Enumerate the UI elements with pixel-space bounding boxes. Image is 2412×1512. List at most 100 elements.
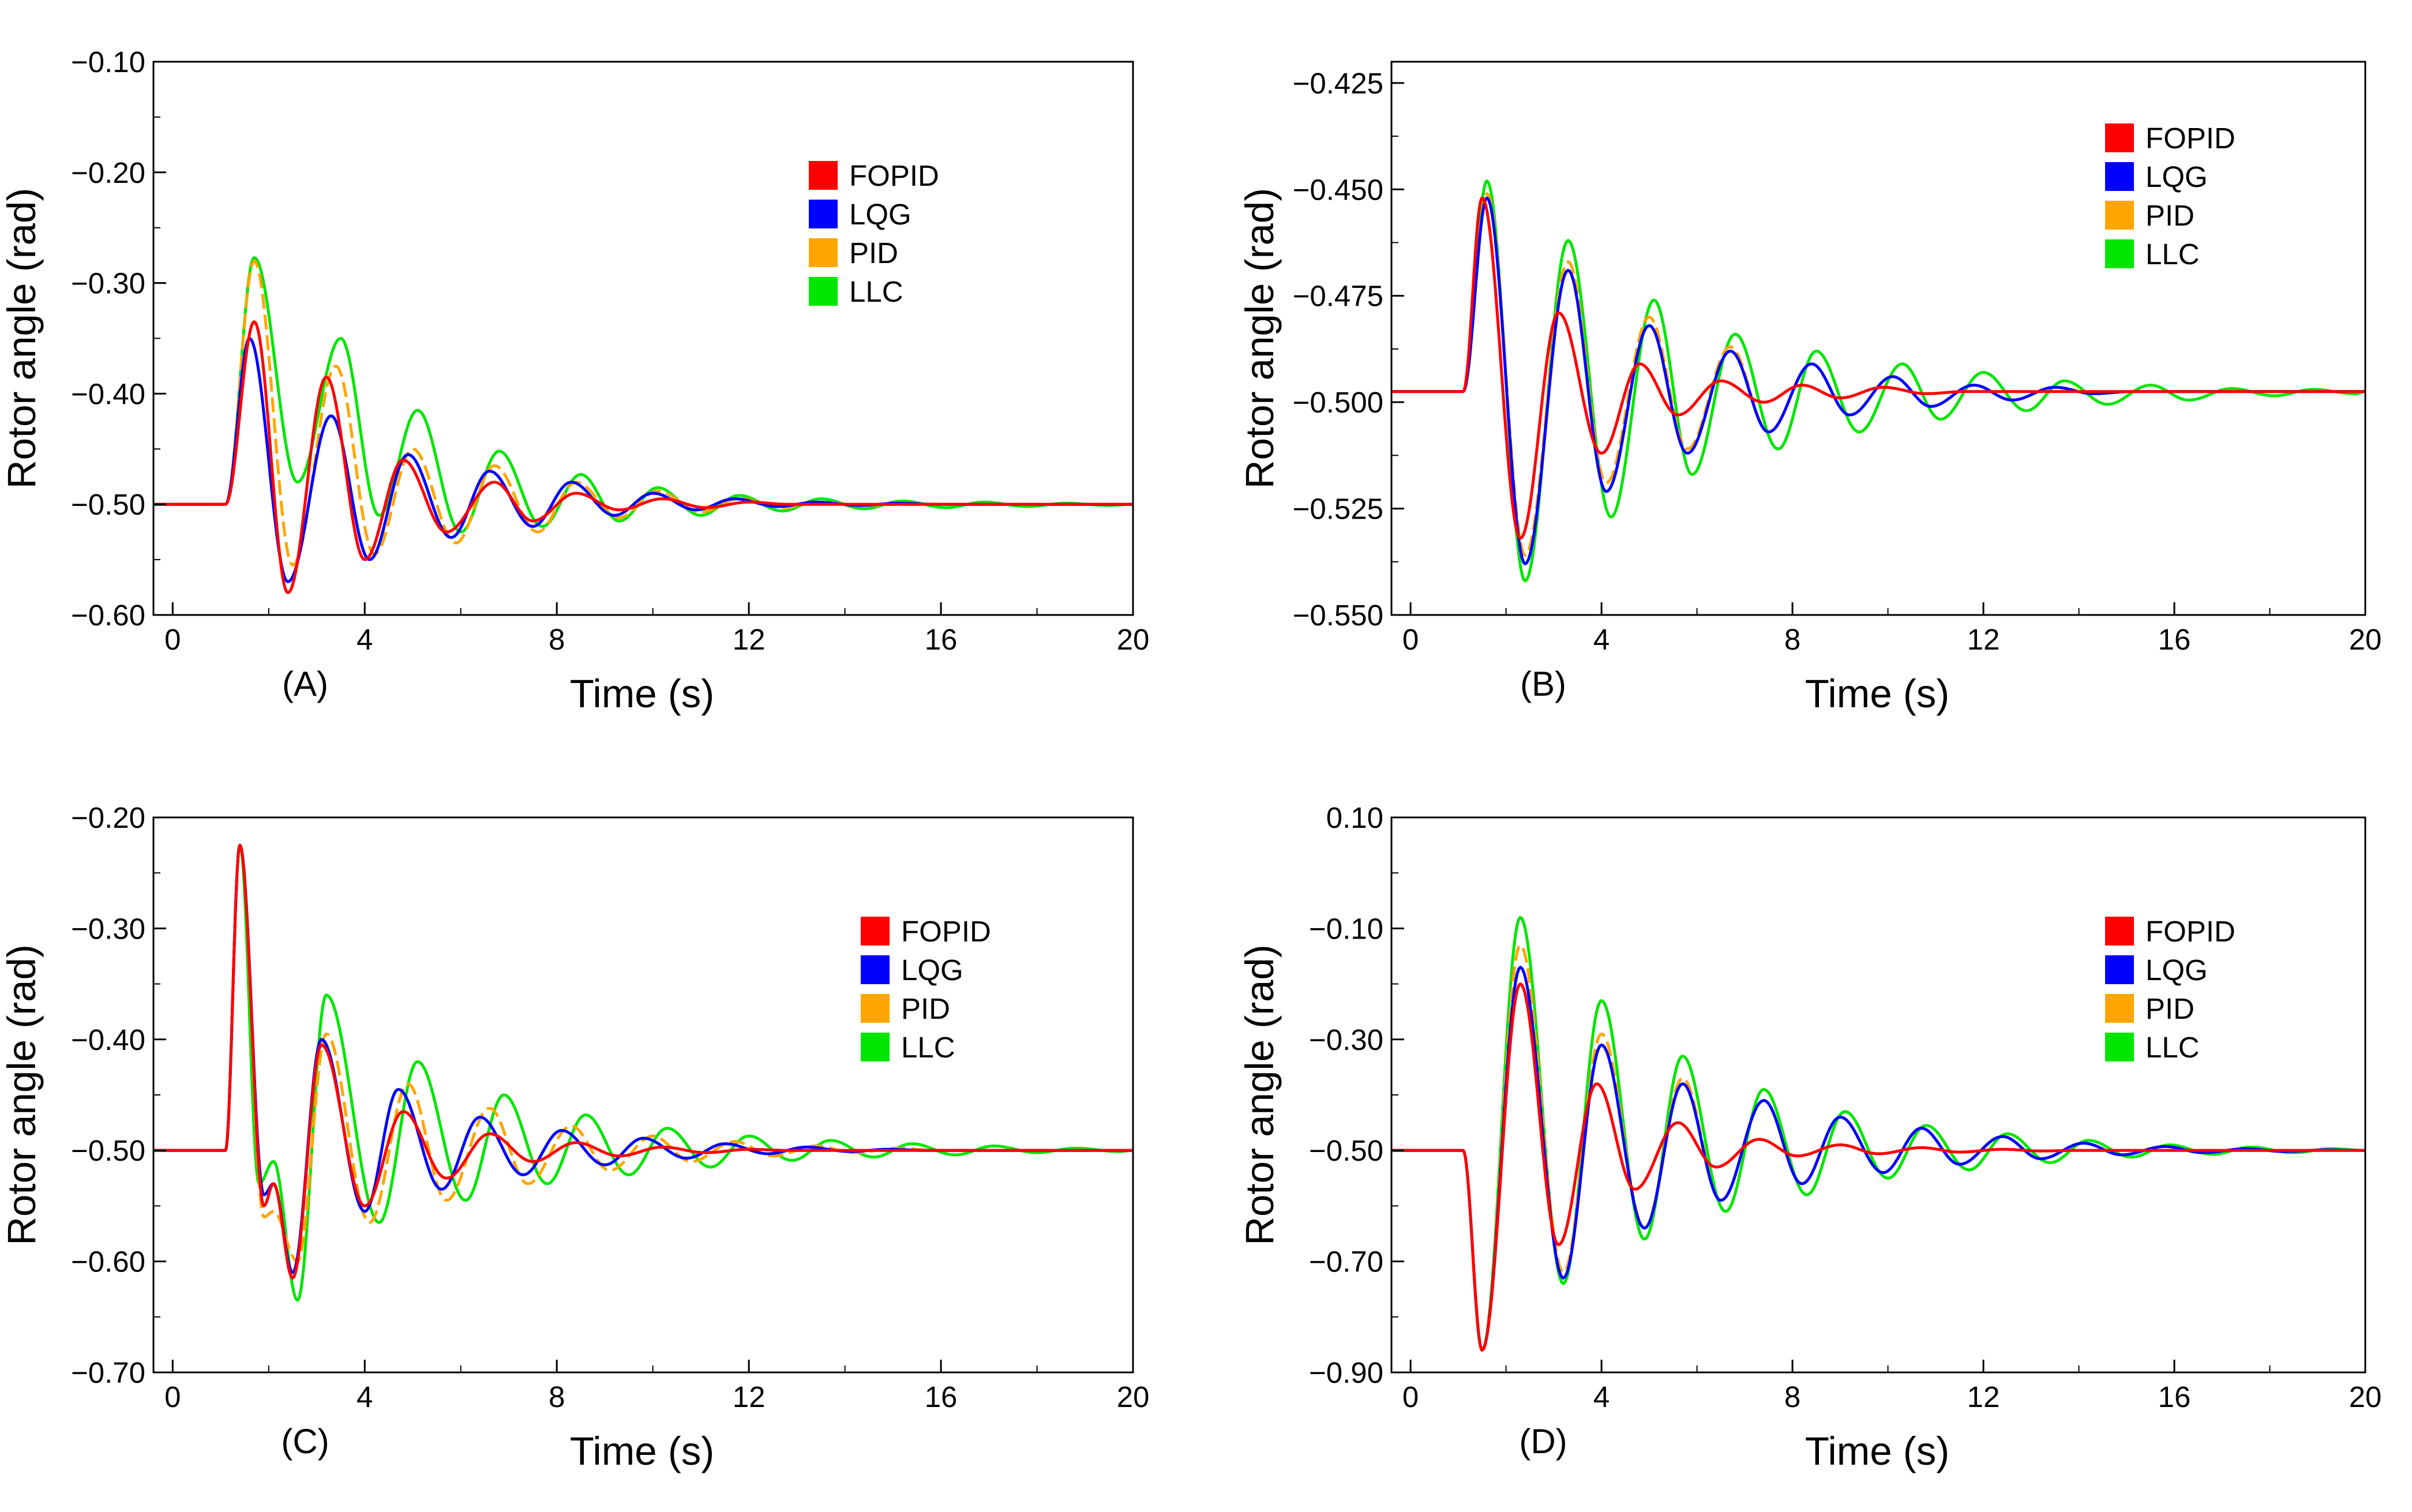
legend-label-lqg: LQG bbox=[901, 954, 963, 986]
series-line-lqg bbox=[1391, 966, 2365, 1352]
x-tick-label: 8 bbox=[549, 623, 565, 656]
y-axis-title: Rotor angle (rad) bbox=[1237, 944, 1282, 1245]
x-tick-label: 0 bbox=[1402, 1380, 1419, 1413]
series-line-pid bbox=[1391, 943, 2365, 1352]
x-tick-label: 16 bbox=[2158, 1380, 2191, 1413]
y-tick-label: −0.40 bbox=[71, 377, 145, 410]
series-line-fopid bbox=[153, 843, 1133, 1280]
legend-swatch-pid bbox=[809, 238, 838, 267]
legend-swatch-fopid bbox=[861, 917, 890, 946]
series-line-lqg bbox=[153, 843, 1133, 1274]
chart-panel-3: 0 4 8 12 16 20 −0.20 −0.30 −0.40 −0.50 −0.60 −0.70 T… bbox=[0, 801, 1149, 1473]
legend-label-pid: PID bbox=[849, 237, 898, 269]
series-line-llc bbox=[1391, 179, 2365, 583]
legend-label-pid: PID bbox=[2145, 992, 2195, 1025]
legend-label-pid: PID bbox=[2145, 199, 2195, 232]
legend-label-lqg: LQG bbox=[849, 198, 911, 231]
y-tick-label: −0.30 bbox=[71, 912, 145, 945]
x-tick-label: 4 bbox=[357, 1380, 373, 1413]
legend-swatch-pid bbox=[2105, 994, 2134, 1023]
x-tick-label: 8 bbox=[549, 1380, 565, 1413]
series-line-fopid bbox=[1391, 196, 2365, 540]
legend-swatch-llc bbox=[2105, 239, 2134, 268]
x-tick-label: 0 bbox=[1402, 623, 1419, 656]
x-tick-label: 8 bbox=[1784, 1380, 1800, 1413]
legend: FOPID LQG PID LLC bbox=[861, 915, 991, 1064]
y-tick-label: −0.20 bbox=[71, 156, 145, 189]
x-tick-label: 0 bbox=[164, 623, 181, 656]
legend-label-lqg: LQG bbox=[2145, 160, 2208, 193]
legend-label-fopid: FOPID bbox=[2145, 915, 2235, 948]
legend-swatch-lqg bbox=[2105, 162, 2134, 191]
panel-label: (D) bbox=[1519, 1422, 1567, 1461]
y-tick-label: −0.30 bbox=[71, 267, 145, 300]
legend: FOPID LQG PID LLC bbox=[2105, 915, 2235, 1064]
x-axis-title: Time (s) bbox=[570, 671, 714, 716]
legend-swatch-lqg bbox=[2105, 955, 2134, 984]
y-tick-label: −0.425 bbox=[1293, 67, 1383, 100]
legend-label-lqg: LQG bbox=[2145, 954, 2208, 986]
y-tick-label: −0.90 bbox=[1309, 1356, 1383, 1389]
chart-panel-4: 0 4 8 12 16 20 0.10 −0.10 −0.30 −0.50 −0.70 −0.90 Ti… bbox=[1237, 801, 2381, 1473]
y-tick-label: −0.50 bbox=[71, 488, 145, 521]
legend-label-llc: LLC bbox=[901, 1031, 955, 1064]
x-tick-label: 16 bbox=[2158, 623, 2191, 656]
y-axis-title: Rotor angle (rad) bbox=[1237, 188, 1282, 489]
y-tick-label: −0.475 bbox=[1293, 280, 1383, 313]
panel-label: (C) bbox=[281, 1422, 329, 1461]
x-tick-label: 0 bbox=[164, 1380, 181, 1413]
y-tick-label: −0.10 bbox=[71, 46, 145, 78]
x-axis-title: Time (s) bbox=[1805, 1429, 1949, 1473]
legend-swatch-fopid bbox=[2105, 917, 2134, 946]
y-tick-label: −0.50 bbox=[71, 1134, 145, 1167]
x-tick-label: 20 bbox=[1117, 1380, 1150, 1413]
x-tick-label: 8 bbox=[1784, 623, 1800, 656]
legend-label-pid: PID bbox=[901, 992, 950, 1025]
series-line-pid bbox=[153, 259, 1133, 567]
y-tick-label: −0.500 bbox=[1293, 386, 1383, 419]
x-tick-label: 20 bbox=[1117, 623, 1150, 656]
legend-swatch-fopid bbox=[2105, 123, 2134, 152]
y-axis-title: Rotor angle (rad) bbox=[0, 944, 44, 1245]
y-tick-label: −0.525 bbox=[1293, 493, 1383, 526]
legend: FOPID LQG PID LLC bbox=[809, 159, 939, 308]
x-tick-label: 12 bbox=[733, 623, 766, 656]
legend-label-fopid: FOPID bbox=[849, 159, 939, 192]
plot-frame bbox=[1390, 61, 2366, 616]
legend-label-llc: LLC bbox=[2145, 238, 2200, 271]
y-tick-label: −0.60 bbox=[71, 599, 145, 632]
x-tick-label: 12 bbox=[1967, 623, 2000, 656]
legend-swatch-llc bbox=[809, 277, 838, 306]
y-tick-label: −0.70 bbox=[1309, 1245, 1383, 1278]
x-tick-label: 20 bbox=[2349, 623, 2382, 656]
x-tick-label: 4 bbox=[1593, 623, 1610, 656]
legend-label-fopid: FOPID bbox=[2145, 122, 2235, 155]
series-line-fopid bbox=[153, 320, 1133, 595]
y-tick-label: −0.70 bbox=[71, 1356, 145, 1389]
y-tick-label: −0.50 bbox=[1309, 1134, 1383, 1167]
y-tick-label: −0.450 bbox=[1293, 173, 1383, 206]
chart-panel-1: 0 4 8 12 16 20 −0.10 −0.20 −0.30 −0.40 −0.50 −0.60 T… bbox=[0, 46, 1149, 716]
legend-label-llc: LLC bbox=[2145, 1031, 2200, 1064]
series-line-lqg bbox=[1391, 196, 2365, 565]
legend: FOPID LQG PID LLC bbox=[2105, 122, 2235, 271]
y-tick-label: −0.20 bbox=[71, 801, 145, 834]
legend-label-fopid: FOPID bbox=[901, 915, 991, 948]
legend-swatch-llc bbox=[2105, 1033, 2134, 1061]
legend-swatch-lqg bbox=[809, 200, 838, 228]
x-tick-label: 12 bbox=[733, 1380, 766, 1413]
legend-label-llc: LLC bbox=[849, 275, 903, 308]
y-tick-label: −0.550 bbox=[1293, 599, 1383, 632]
legend-swatch-pid bbox=[2105, 201, 2134, 230]
x-tick-label: 12 bbox=[1967, 1380, 2000, 1413]
x-axis-title: Time (s) bbox=[1805, 671, 1949, 716]
y-tick-label: −0.60 bbox=[71, 1245, 145, 1278]
x-axis-title: Time (s) bbox=[570, 1429, 714, 1473]
y-tick-label: −0.30 bbox=[1309, 1023, 1383, 1056]
legend-swatch-llc bbox=[861, 1033, 890, 1061]
x-tick-label: 16 bbox=[925, 623, 958, 656]
legend-swatch-pid bbox=[861, 994, 890, 1023]
y-axis-title: Rotor angle (rad) bbox=[0, 188, 44, 489]
x-tick-label: 20 bbox=[2349, 1380, 2382, 1413]
